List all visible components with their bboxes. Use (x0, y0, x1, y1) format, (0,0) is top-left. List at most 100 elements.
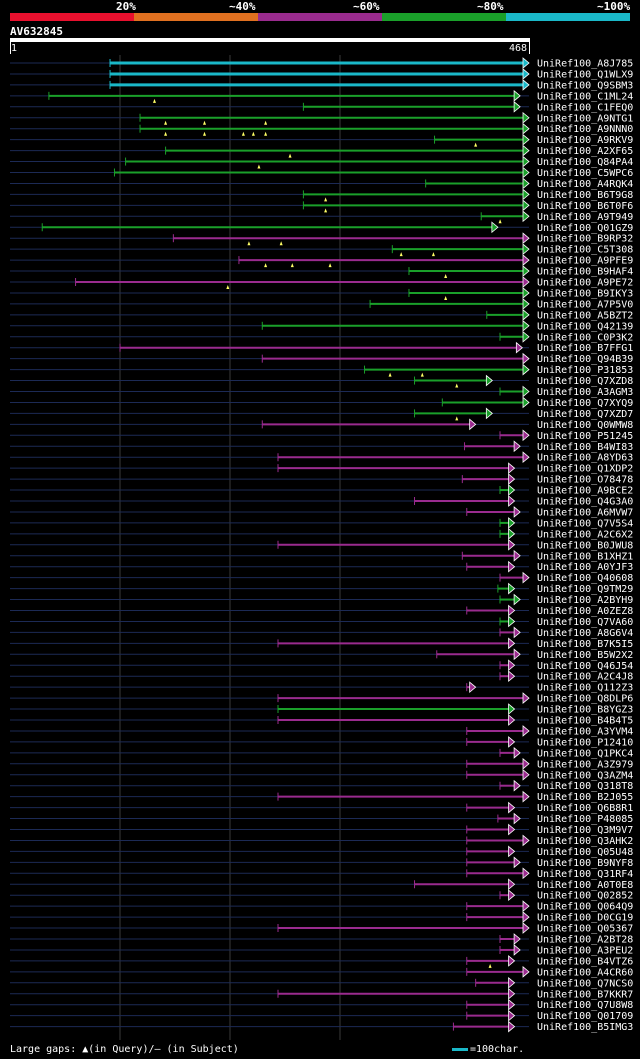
hit-end-arrow (508, 604, 516, 617)
hit-label: UniRef100_B7KKR7 (537, 989, 633, 1000)
hit-label: UniRef100_C1FEQ0 (537, 102, 633, 113)
hit-label: UniRef100_A8J785 (537, 59, 633, 70)
legend-label: ~80% (477, 0, 504, 13)
hit-end-arrow (469, 681, 477, 694)
hit-label: UniRef100_A5BZT2 (537, 310, 633, 321)
query-gap-marker (202, 120, 206, 125)
hit-label: UniRef100_A9PE72 (537, 278, 633, 289)
hit-end-arrow (522, 922, 530, 934)
hit-end-arrow (485, 407, 493, 420)
hit-label: UniRef100_A9RKV9 (537, 135, 633, 146)
hit-label: UniRef100_B4WI83 (537, 442, 633, 453)
hit-label: UniRef100_Q05367 (537, 924, 633, 935)
hit-end-arrow (522, 692, 530, 704)
hit-label: UniRef100_A9BCE2 (537, 486, 633, 497)
hit-label: UniRef100_Q3AZM4 (537, 770, 633, 781)
hit-label: UniRef100_Q40608 (537, 573, 633, 584)
hit-end-arrow (508, 889, 516, 902)
hit-end-arrow (522, 319, 530, 332)
hit-label: UniRef100_Q7VA60 (537, 617, 633, 628)
hit-end-arrow (508, 637, 516, 650)
query-gap-marker (164, 131, 168, 136)
hit-label: UniRef100_Q94B39 (537, 354, 633, 365)
hit-label: UniRef100_B1XHZ1 (537, 551, 633, 562)
hit-label: UniRef100_B8YGZ3 (537, 705, 633, 716)
hit-end-arrow (508, 987, 516, 1000)
hit-label: UniRef100_Q46J54 (537, 661, 633, 672)
hit-label: UniRef100_Q7U8W8 (537, 1000, 633, 1011)
hit-end-arrow (522, 834, 530, 847)
hit-label: UniRef100_Q01709 (537, 1011, 633, 1022)
hit-label: UniRef100_A2BYH9 (537, 595, 633, 606)
hit-label: UniRef100_B9NYF8 (537, 858, 633, 869)
hit-end-arrow (522, 79, 530, 91)
hit-label: UniRef100_P12410 (537, 737, 633, 748)
hit-label: UniRef100_A3Z979 (537, 759, 633, 770)
hit-label: UniRef100_A2C6X2 (537, 529, 633, 540)
hit-end-arrow (522, 330, 530, 343)
hit-label: UniRef100_Q3M9V7 (537, 825, 633, 836)
hit-label: UniRef100_Q0WMW8 (537, 420, 633, 431)
hit-label: UniRef100_Q9SBM3 (537, 80, 633, 91)
hit-end-arrow (522, 790, 530, 803)
query-gap-marker (251, 131, 255, 136)
legend-segment (258, 13, 382, 21)
hit-end-arrow (508, 714, 516, 726)
query-gap-marker (152, 98, 156, 103)
hit-label: UniRef100_B4VTZ6 (537, 956, 633, 967)
hit-label: UniRef100_A9NTG1 (537, 113, 633, 124)
hit-label: UniRef100_B9IKY3 (537, 288, 633, 299)
hit-end-arrow (522, 352, 530, 365)
hit-end-arrow (522, 254, 530, 266)
hit-label: UniRef100_Q3AHK2 (537, 836, 633, 847)
hit-label: UniRef100_C0P3K2 (537, 332, 633, 343)
hit-label: UniRef100_Q1WLX9 (537, 69, 633, 80)
hit-end-arrow (522, 210, 530, 223)
hit-end-arrow (522, 133, 530, 146)
hit-label: UniRef100_O78478 (537, 475, 633, 486)
hit-label: UniRef100_Q4G3A0 (537, 497, 633, 508)
hit-end-arrow (513, 779, 521, 792)
hit-label: UniRef100_P51245 (537, 431, 633, 442)
hit-end-arrow (508, 495, 516, 507)
hit-label: UniRef100_B6T0F6 (537, 201, 633, 212)
legend-segment (10, 13, 134, 21)
hit-end-arrow (508, 1020, 516, 1033)
hit-label: UniRef100_Q112Z3 (537, 683, 633, 694)
hit-end-arrow (513, 89, 521, 102)
hit-end-arrow (508, 823, 516, 836)
hit-label: UniRef100_C1ML24 (537, 91, 633, 102)
query-bar (10, 38, 530, 42)
hit-end-arrow (508, 703, 516, 715)
hit-end-arrow (469, 418, 477, 431)
hit-end-arrow (508, 670, 516, 683)
hit-label: UniRef100_Q9TM29 (537, 584, 633, 595)
hit-end-arrow (508, 801, 516, 814)
hit-end-arrow (522, 68, 530, 80)
hit-end-arrow (508, 560, 516, 573)
hit-end-arrow (522, 911, 530, 923)
hit-end-arrow (508, 582, 516, 595)
hit-label: UniRef100_A2XF65 (537, 146, 633, 157)
hit-end-arrow (513, 812, 521, 825)
query-gap-marker (488, 963, 492, 968)
hit-label: UniRef100_C5WPC6 (537, 168, 633, 179)
query-gap-marker (498, 219, 502, 224)
hit-label: UniRef100_Q05U48 (537, 847, 633, 858)
hit-label: UniRef100_P48085 (537, 814, 633, 825)
hit-end-arrow (522, 363, 530, 376)
axis-start-label: 1 (11, 43, 18, 54)
query-gap-marker (288, 153, 292, 158)
hit-end-arrow (522, 757, 530, 770)
gap-legend: Large gaps: ▲(in Query)/– (in Subject) (10, 1044, 239, 1055)
hit-end-arrow (522, 188, 530, 201)
query-gap-marker (324, 208, 328, 213)
hit-label: UniRef100_A6MVW7 (537, 507, 633, 518)
hit-end-arrow (508, 845, 516, 858)
hit-label: UniRef100_D0CG19 (537, 913, 633, 924)
query-gap-marker (202, 131, 206, 136)
hit-end-arrow (491, 221, 499, 234)
hit-label: UniRef100_A0ZEZ8 (537, 606, 633, 617)
query-gap-marker (420, 372, 424, 377)
hit-end-arrow (513, 549, 521, 562)
